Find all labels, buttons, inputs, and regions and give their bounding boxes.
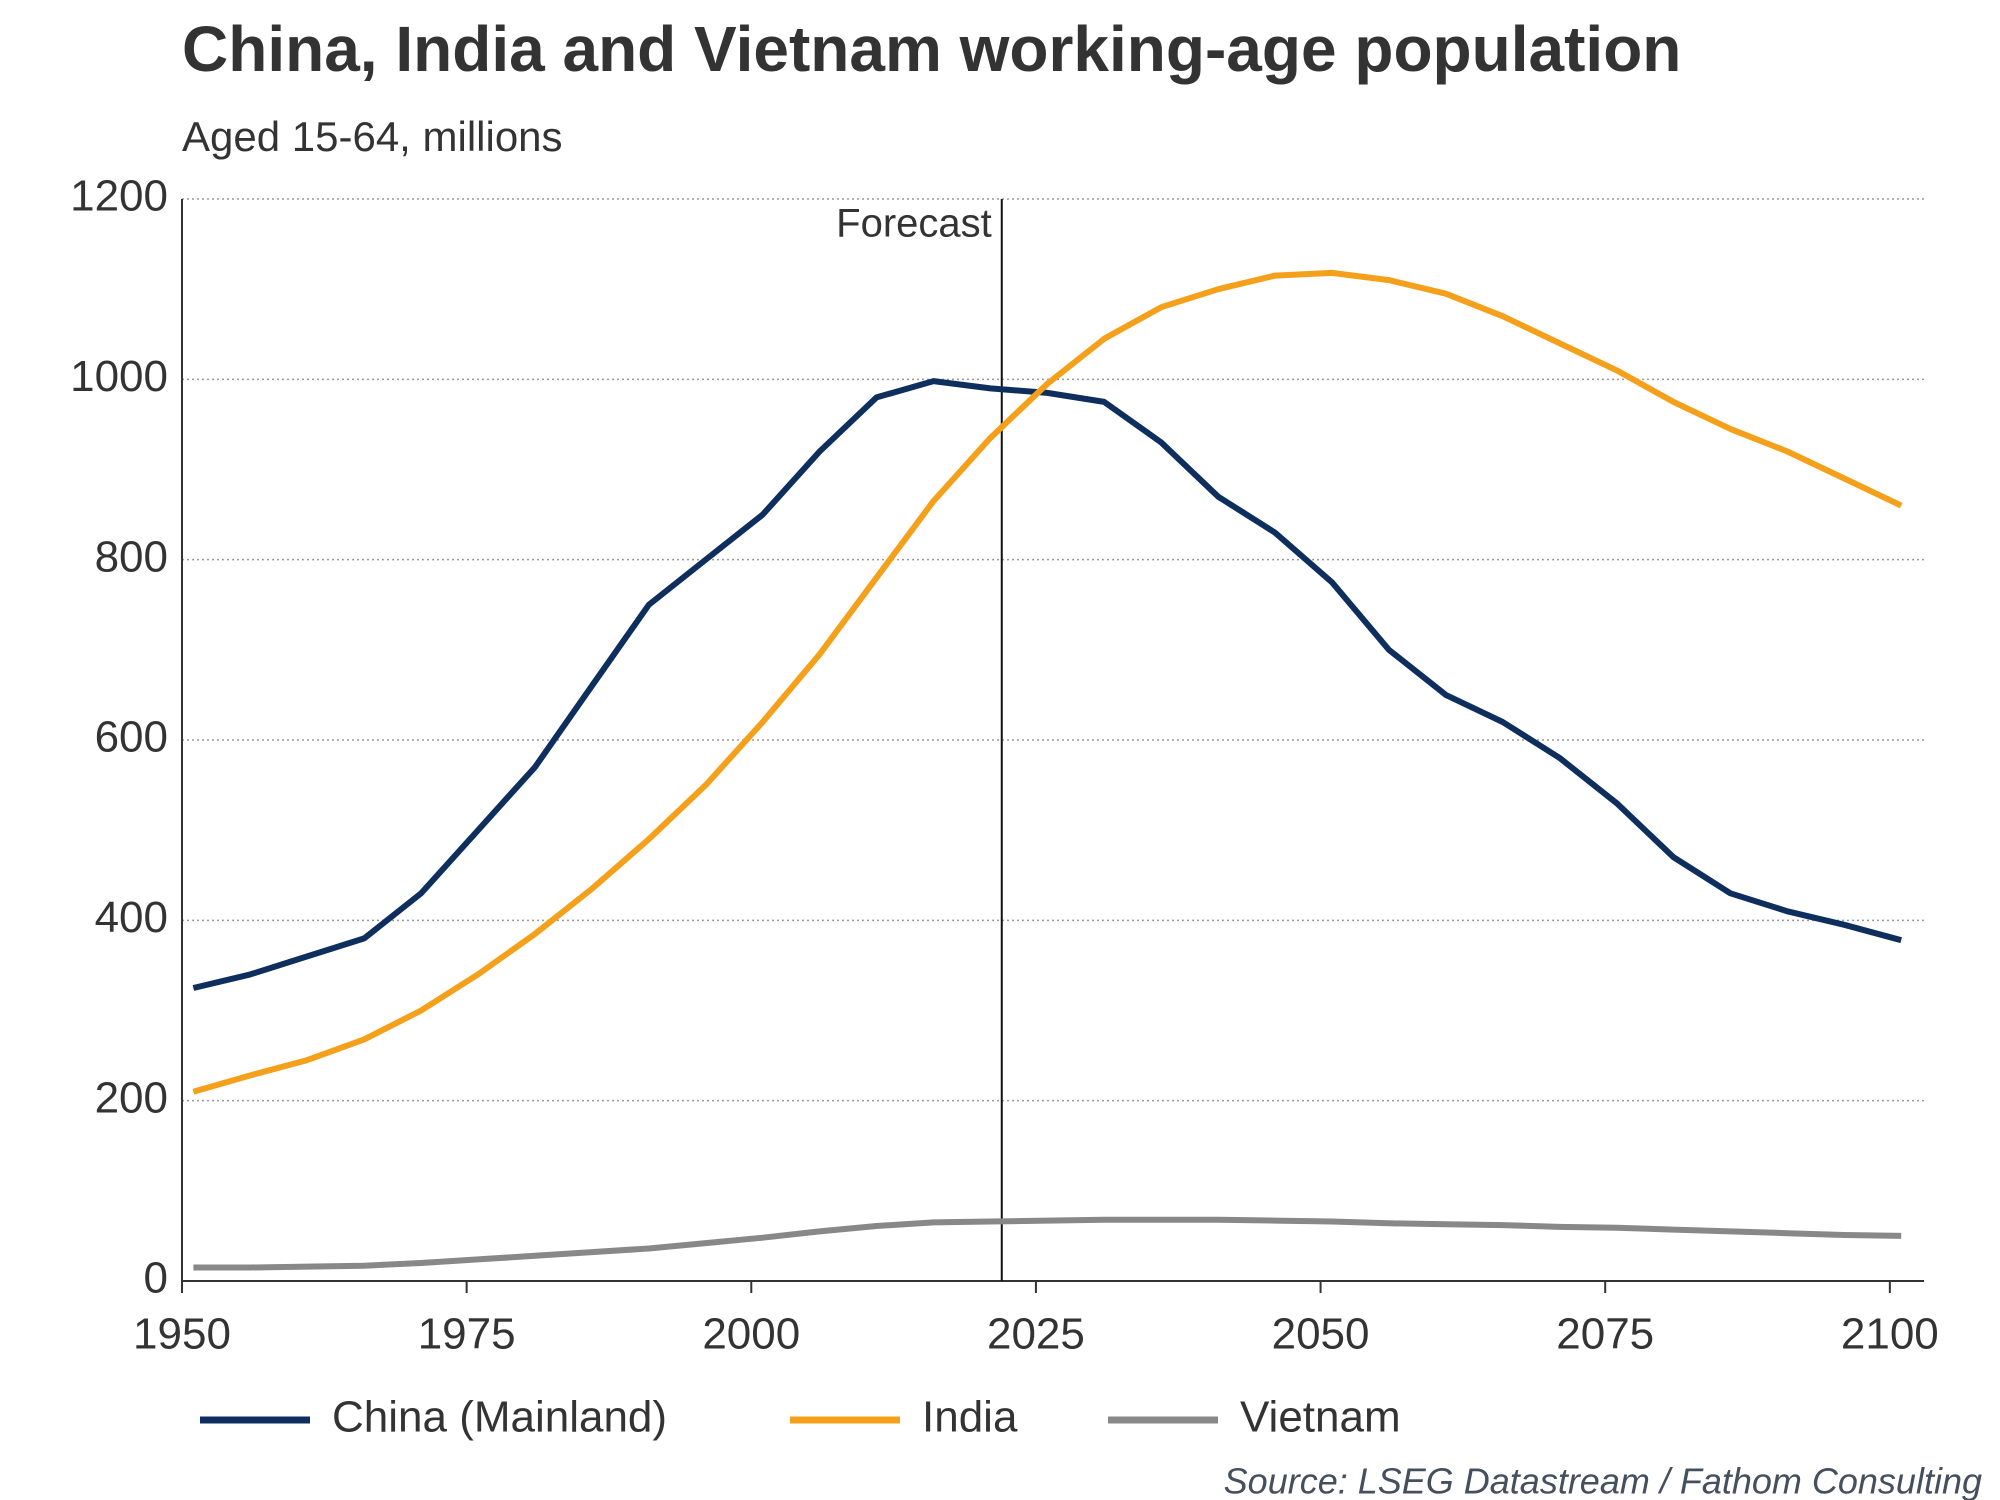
x-tick-label: 2050 [1272, 1310, 1370, 1359]
chart-subtitle: Aged 15-64, millions [182, 113, 563, 160]
x-tick-label: 1950 [133, 1310, 231, 1359]
data-line [192, 269, 1903, 1095]
x-tick-label: 2025 [987, 1310, 1085, 1359]
chart-title: China, India and Vietnam working-age pop… [182, 13, 1681, 85]
source: Source: LSEG Datastream / Fathom Consult… [1224, 1461, 1982, 1500]
annotation: Forecast [836, 202, 992, 246]
y-tick-label: 1000 [70, 352, 168, 401]
y-tick-label: 400 [95, 893, 168, 942]
legend-label: Vietnam [1240, 1393, 1401, 1442]
data-line [192, 378, 1902, 991]
y-tick-label: 0 [144, 1254, 168, 1303]
x-tick-label: 2075 [1556, 1310, 1654, 1359]
legend-label: China (Mainland) [332, 1393, 667, 1442]
y-tick-label: 600 [95, 713, 168, 762]
x-tick-label: 1975 [418, 1310, 516, 1359]
x-tick-label: 2100 [1841, 1310, 1939, 1359]
legend-label: India [922, 1393, 1018, 1442]
y-tick-label: 800 [95, 532, 168, 581]
y-tick-label: 200 [95, 1073, 168, 1122]
y-tick-label: 1200 [70, 172, 168, 221]
x-tick-label: 2000 [702, 1310, 800, 1359]
data-line [193, 1216, 1902, 1271]
